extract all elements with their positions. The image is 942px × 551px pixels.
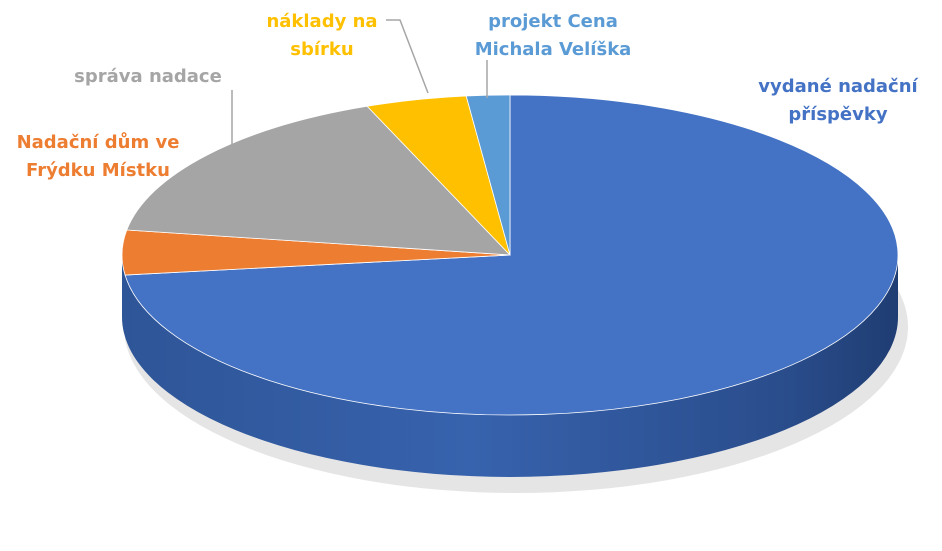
pie-side [122,255,898,477]
data-label-sprava-nadace: správa nadace [74,66,222,87]
pie-leader-lines [231,19,488,148]
pie-side-wall [122,255,898,477]
pie-slice-projekt-cena-michala-veliska [465,94,511,256]
pie-slice-vydane-nadacni-prispevky [124,94,899,416]
pie-labels: vydané nadační příspěvky Nadační dům ve Frý… [17,11,919,181]
pie-top [121,94,899,416]
data-label-naklady-na-sbirku: náklady na sbírku [266,11,377,60]
data-label-projekt-cena-michala-veliska: projekt Cena Michala Velíška [475,11,632,60]
leader-line-naklady-na-sbirku [386,19,429,94]
data-label-vydane-nadacni-prispevky: vydané nadační příspěvky [758,76,918,125]
pie-slice-sprava-nadace [126,105,512,256]
data-label-nadacni-dum-ve-frydku-mistku: Nadační dům ve Frýdku Místku [17,131,180,181]
